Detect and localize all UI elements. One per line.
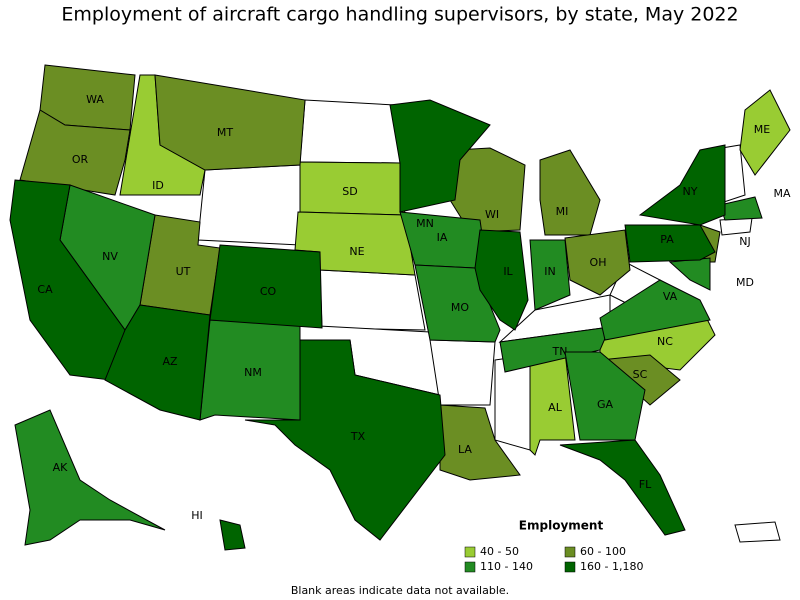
state xyxy=(439,404,521,481)
state-label: MI xyxy=(556,205,569,218)
state xyxy=(219,519,246,551)
state-label: FL xyxy=(639,478,652,491)
state xyxy=(539,149,601,236)
state xyxy=(529,239,571,311)
states: ID SD NE ME NC AL WA OR MT UT WI MI OH SC LA NJ NV NM IA MO… xyxy=(9,64,791,551)
state xyxy=(474,229,529,331)
state-label: OH xyxy=(590,256,607,269)
state-label: MD xyxy=(736,276,754,289)
legend-swatch xyxy=(464,561,476,573)
state xyxy=(299,99,401,164)
legend-swatch xyxy=(564,546,576,558)
legend-label: 160 - 1,180 xyxy=(580,560,643,573)
state-label: IL xyxy=(503,265,513,278)
state-label: LA xyxy=(458,443,472,456)
state xyxy=(14,409,166,546)
state-label: MN xyxy=(416,217,434,230)
state-label: HI xyxy=(191,509,203,522)
state xyxy=(499,326,611,373)
state-label: PA xyxy=(660,233,674,246)
state-label: WI xyxy=(485,208,499,221)
state-label: AL xyxy=(548,401,563,414)
state-label: NJ xyxy=(739,235,750,248)
legend-label: 110 - 140 xyxy=(480,560,533,573)
state xyxy=(668,257,711,291)
state xyxy=(319,269,426,331)
legend-swatch xyxy=(464,546,476,558)
state xyxy=(599,279,711,341)
state-label: MA xyxy=(773,187,790,200)
state xyxy=(734,521,781,543)
state-label: NC xyxy=(657,335,673,348)
state-label: CO xyxy=(260,285,277,298)
state-label: NY xyxy=(683,185,698,198)
state-label: NE xyxy=(349,245,364,258)
state-label: CA xyxy=(37,283,53,296)
legend: 40 - 50 60 - 100 110 - 140 160 - 1,180 xyxy=(464,545,643,573)
state-label: UT xyxy=(176,265,191,278)
state-label: AK xyxy=(53,461,69,474)
footnote: Blank areas indicate data not available. xyxy=(291,584,509,597)
state-label: WA xyxy=(86,93,104,106)
state-label: VA xyxy=(663,290,678,303)
state-label: AZ xyxy=(162,355,178,368)
state xyxy=(197,164,301,246)
state xyxy=(739,89,791,176)
state-label: SD xyxy=(342,185,357,198)
state xyxy=(719,217,753,236)
state xyxy=(154,74,306,171)
state-label: OR xyxy=(72,153,89,166)
state-label: SC xyxy=(633,368,648,381)
state-label: IA xyxy=(437,231,448,244)
state xyxy=(389,99,491,213)
state xyxy=(564,229,631,296)
state-label: NV xyxy=(102,250,118,263)
state-label: NM xyxy=(244,366,262,379)
state-label: TN xyxy=(552,345,568,358)
legend-swatch xyxy=(564,561,576,573)
state-label: MT xyxy=(217,126,233,139)
map-title: Employment of aircraft cargo handling su… xyxy=(61,4,738,26)
legend-title: Employment xyxy=(519,519,604,533)
state xyxy=(624,224,716,263)
state xyxy=(104,304,211,421)
state-label: MO xyxy=(451,301,469,314)
state-label: GA xyxy=(597,398,614,411)
state-label: TX xyxy=(350,430,366,443)
state xyxy=(244,339,446,541)
state xyxy=(209,244,323,329)
state-label: ME xyxy=(754,123,770,136)
legend-label: 60 - 100 xyxy=(580,545,626,558)
legend-label: 40 - 50 xyxy=(480,545,519,558)
state xyxy=(564,351,646,441)
state xyxy=(559,439,686,536)
state-label: IN xyxy=(544,265,555,278)
state-label: ID xyxy=(152,179,164,192)
